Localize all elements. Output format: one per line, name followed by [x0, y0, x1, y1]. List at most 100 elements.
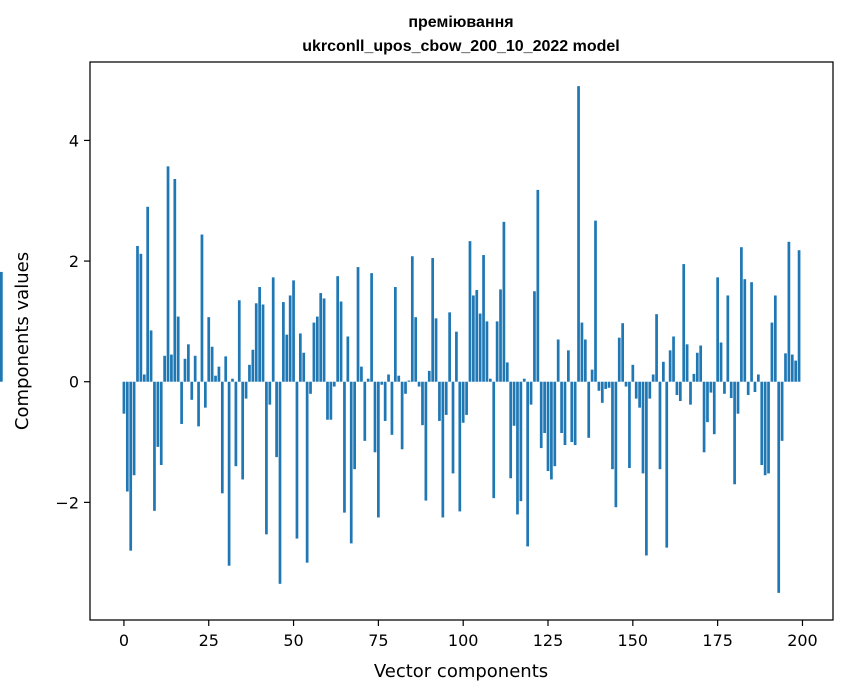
bar	[767, 381, 770, 474]
bar	[180, 381, 183, 424]
bar	[729, 381, 733, 399]
bar	[332, 381, 336, 387]
bar	[604, 381, 608, 389]
y-tick-label: −2	[55, 493, 79, 512]
bar	[736, 381, 740, 414]
y-tick-label: 4	[69, 131, 79, 150]
x-tick-label: 200	[787, 631, 818, 650]
bar	[410, 256, 414, 382]
bar	[553, 381, 557, 467]
bar	[580, 322, 584, 382]
bar	[271, 277, 275, 382]
bar	[353, 381, 356, 470]
bar	[719, 342, 723, 382]
bar	[414, 317, 418, 382]
bar	[628, 381, 631, 468]
bar	[302, 352, 306, 382]
bar	[261, 304, 265, 382]
bar	[723, 381, 726, 394]
bar	[173, 179, 177, 382]
bar	[750, 282, 753, 382]
bar	[366, 378, 370, 382]
x-tick-label: 150	[618, 631, 649, 650]
bar	[292, 280, 295, 382]
bar	[227, 381, 231, 566]
bar	[624, 381, 628, 387]
bar	[427, 370, 431, 382]
bar	[132, 381, 136, 476]
bar	[692, 373, 696, 382]
bar	[444, 381, 448, 415]
bar	[258, 287, 261, 382]
bar	[787, 241, 791, 382]
bar	[326, 381, 329, 420]
bar	[383, 381, 387, 421]
bar	[570, 381, 574, 443]
bar	[522, 378, 526, 382]
bar	[329, 381, 333, 420]
bar	[638, 381, 641, 408]
bar	[278, 381, 282, 584]
bars-group	[0, 86, 801, 593]
bar	[210, 346, 214, 382]
bar	[573, 381, 577, 446]
bar	[689, 381, 692, 405]
bar	[482, 255, 485, 382]
bar	[441, 381, 445, 518]
bar	[665, 381, 669, 548]
plot-frame	[89, 61, 834, 621]
bar	[458, 381, 462, 512]
bar	[631, 364, 635, 382]
x-tick-label: 75	[368, 631, 388, 650]
bar	[529, 381, 533, 405]
bar	[163, 355, 166, 382]
bar	[156, 381, 160, 447]
bar	[390, 381, 394, 435]
bar	[617, 337, 621, 382]
bar	[339, 301, 343, 382]
bar	[448, 312, 451, 382]
bar	[346, 336, 350, 382]
bar	[343, 381, 346, 513]
chart-title-line-1: преміювання	[408, 14, 513, 31]
bar	[672, 336, 675, 382]
bar	[743, 279, 747, 382]
bar	[702, 381, 706, 453]
bar	[790, 354, 794, 382]
bar	[251, 349, 255, 382]
bar	[244, 381, 248, 399]
bar	[288, 295, 292, 382]
y-axis-label: Components values	[12, 252, 33, 430]
bar	[254, 303, 258, 382]
bar	[170, 354, 173, 382]
x-axis-ticks: 0 25 50 75 100 125 150 175 200	[119, 620, 818, 650]
bar	[539, 381, 543, 449]
bar	[648, 381, 652, 399]
bar	[166, 166, 170, 382]
bar	[685, 344, 689, 382]
bar	[377, 381, 380, 518]
bar	[777, 381, 781, 593]
bar	[176, 316, 180, 382]
bar	[699, 345, 703, 382]
bar	[536, 189, 540, 382]
bar	[468, 241, 472, 382]
bar	[455, 331, 458, 382]
bar	[546, 381, 550, 471]
bar	[190, 381, 194, 400]
x-tick-label: 175	[702, 631, 733, 650]
bar	[421, 381, 424, 426]
bar	[485, 321, 489, 382]
bar	[512, 381, 516, 426]
bar	[556, 339, 560, 382]
bar	[275, 381, 278, 458]
x-tick-label: 100	[448, 631, 479, 650]
bar	[417, 381, 421, 387]
bar	[472, 295, 475, 382]
bar	[305, 381, 309, 563]
bar	[577, 86, 580, 382]
bar	[214, 375, 217, 382]
bar	[387, 374, 390, 382]
bar	[465, 381, 468, 415]
